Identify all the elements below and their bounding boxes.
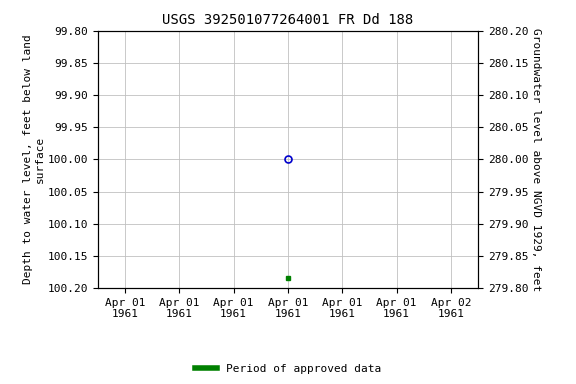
- Y-axis label: Groundwater level above NGVD 1929, feet: Groundwater level above NGVD 1929, feet: [531, 28, 541, 291]
- Title: USGS 392501077264001 FR Dd 188: USGS 392501077264001 FR Dd 188: [162, 13, 414, 27]
- Y-axis label: Depth to water level, feet below land
surface: Depth to water level, feet below land su…: [23, 35, 45, 284]
- Legend: Period of approved data: Period of approved data: [191, 359, 385, 379]
